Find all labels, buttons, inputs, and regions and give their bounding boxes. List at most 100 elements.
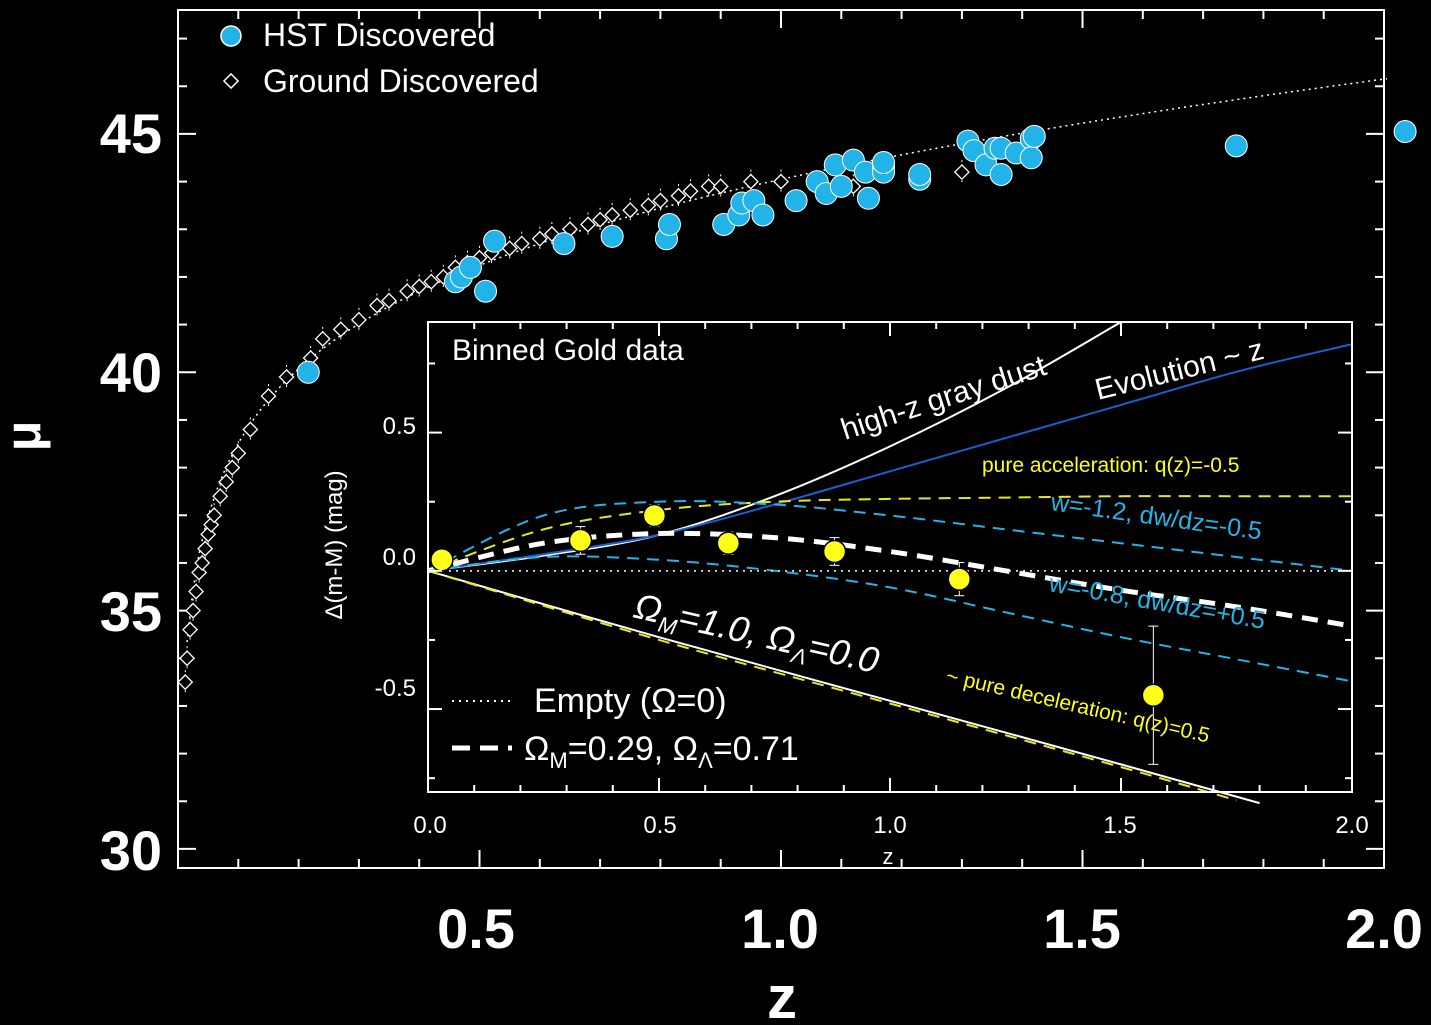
ground-point <box>278 369 295 386</box>
ground-point <box>580 216 597 233</box>
x-tick-label: 0.5 <box>437 897 515 960</box>
ground-point <box>700 178 717 195</box>
hst-point <box>552 232 576 256</box>
ground-point <box>242 421 259 438</box>
ground-point <box>773 173 789 190</box>
hst-point <box>483 229 507 253</box>
ground-point <box>224 459 241 476</box>
legend-ground-marker <box>222 72 240 90</box>
ground-point <box>531 230 548 247</box>
ground-point <box>742 173 759 190</box>
y-tick-label: 35 <box>100 580 162 643</box>
ground-point <box>368 297 385 314</box>
y-tick-label: 40 <box>100 341 162 404</box>
ground-point <box>652 192 669 209</box>
ground-point <box>381 292 398 309</box>
inset-y-tick: 0.0 <box>383 544 416 571</box>
legend-omega-value: =0.71 <box>713 730 799 768</box>
gold-point <box>642 503 667 528</box>
ground-point <box>182 621 199 638</box>
x-tick-label: 1.5 <box>1043 897 1121 960</box>
gold-point <box>822 539 847 564</box>
ground-point <box>194 554 211 571</box>
ground-point <box>501 240 518 257</box>
legend-hst-label: HST Discovered <box>263 17 495 53</box>
curve-gray-dust <box>427 321 1122 572</box>
hst-point <box>1022 124 1046 148</box>
ground-point <box>423 273 440 290</box>
omega-subscript: Λ <box>787 642 809 670</box>
x-tick-label: 1.0 <box>741 897 819 960</box>
y-tick-label: 30 <box>100 819 162 882</box>
inset-background <box>428 322 1352 792</box>
hst-point <box>600 224 624 248</box>
gold-point <box>1141 683 1166 707</box>
inset-title: Binned Gold data <box>452 334 684 367</box>
main-y-axis-label: μ <box>0 421 51 452</box>
hst-point <box>829 174 853 198</box>
annotation-pure-acceleration: pure acceleration: q(z)=-0.5 <box>982 454 1239 477</box>
curve-w-0.8 <box>427 555 1353 683</box>
inset-model-curves <box>427 321 1353 805</box>
ground-point <box>177 674 194 691</box>
legend-lcdm-label: ΩM=0.29, ΩΛ=0.71 <box>524 730 799 773</box>
hst-discovered-series <box>296 120 1417 384</box>
ground-point <box>197 540 214 557</box>
main-x-axis-label: z <box>767 964 797 1025</box>
inset-axis-ticks <box>428 322 1352 792</box>
curve-omega-m-1 <box>427 569 1260 805</box>
ground-point <box>592 211 609 228</box>
ground-point <box>218 473 235 490</box>
gold-point <box>716 531 741 555</box>
hst-point <box>657 213 681 236</box>
inset-x-axis-label: z <box>883 844 894 869</box>
inset-x-tick: 0.0 <box>413 812 446 839</box>
legend-omega-value: =0.29, Ω <box>568 730 698 768</box>
main-legend: HST Discovered Ground Discovered <box>220 17 539 99</box>
curve-w-1.2 <box>427 500 1353 572</box>
ground-point <box>206 507 223 524</box>
hst-point <box>989 162 1013 186</box>
hst-point <box>296 360 320 384</box>
curve-pure-deceleration <box>427 569 1237 802</box>
ground-point <box>622 202 639 219</box>
inset-y-tick-labels: 0.5 0.0 -0.5 <box>375 413 416 702</box>
inset-x-tick-labels: 0.0 0.5 1.0 1.5 2.0 <box>413 812 1368 839</box>
ground-discovered-series <box>177 164 970 691</box>
legend-omega-subscript: M <box>549 748 567 773</box>
inset-y-tick: 0.5 <box>383 413 416 440</box>
ground-point <box>185 602 202 619</box>
legend-hst-marker <box>220 25 242 47</box>
ground-point <box>682 183 699 200</box>
inset-x-tick: 0.5 <box>643 812 676 839</box>
legend-omega-subscript: Λ <box>698 748 713 773</box>
main-x-tick-labels: 0.5 1.0 1.5 2.0 <box>437 897 1423 960</box>
ground-point <box>640 197 657 214</box>
ground-point <box>314 330 331 347</box>
inset-y-axis-label: Δ(m-M) (mag) <box>321 470 348 619</box>
gold-point <box>947 567 972 591</box>
ground-point <box>212 488 229 505</box>
hst-point <box>474 279 498 303</box>
ground-point <box>350 311 367 328</box>
hst-point <box>458 255 482 279</box>
hst-point <box>1224 134 1248 158</box>
ground-point <box>230 445 247 462</box>
hst-point <box>1019 146 1043 170</box>
inset-x-tick: 2.0 <box>1335 812 1368 839</box>
binned-gold-points <box>430 503 1166 765</box>
legend-empty-label: Empty (Ω=0) <box>534 682 727 720</box>
ground-point <box>260 388 277 405</box>
ground-point <box>712 178 729 195</box>
hst-point <box>1393 120 1417 144</box>
hst-point <box>751 203 775 227</box>
legend-omega-symbol: Ω <box>524 730 549 768</box>
main-y-tick-labels: 30 35 40 45 <box>100 102 162 882</box>
ground-point <box>332 321 349 338</box>
curve-lcdm <box>427 530 1353 629</box>
ground-point <box>411 278 428 295</box>
curve-pure-acceleration <box>427 495 1352 572</box>
ground-point <box>513 235 530 252</box>
hst-point <box>908 162 932 186</box>
